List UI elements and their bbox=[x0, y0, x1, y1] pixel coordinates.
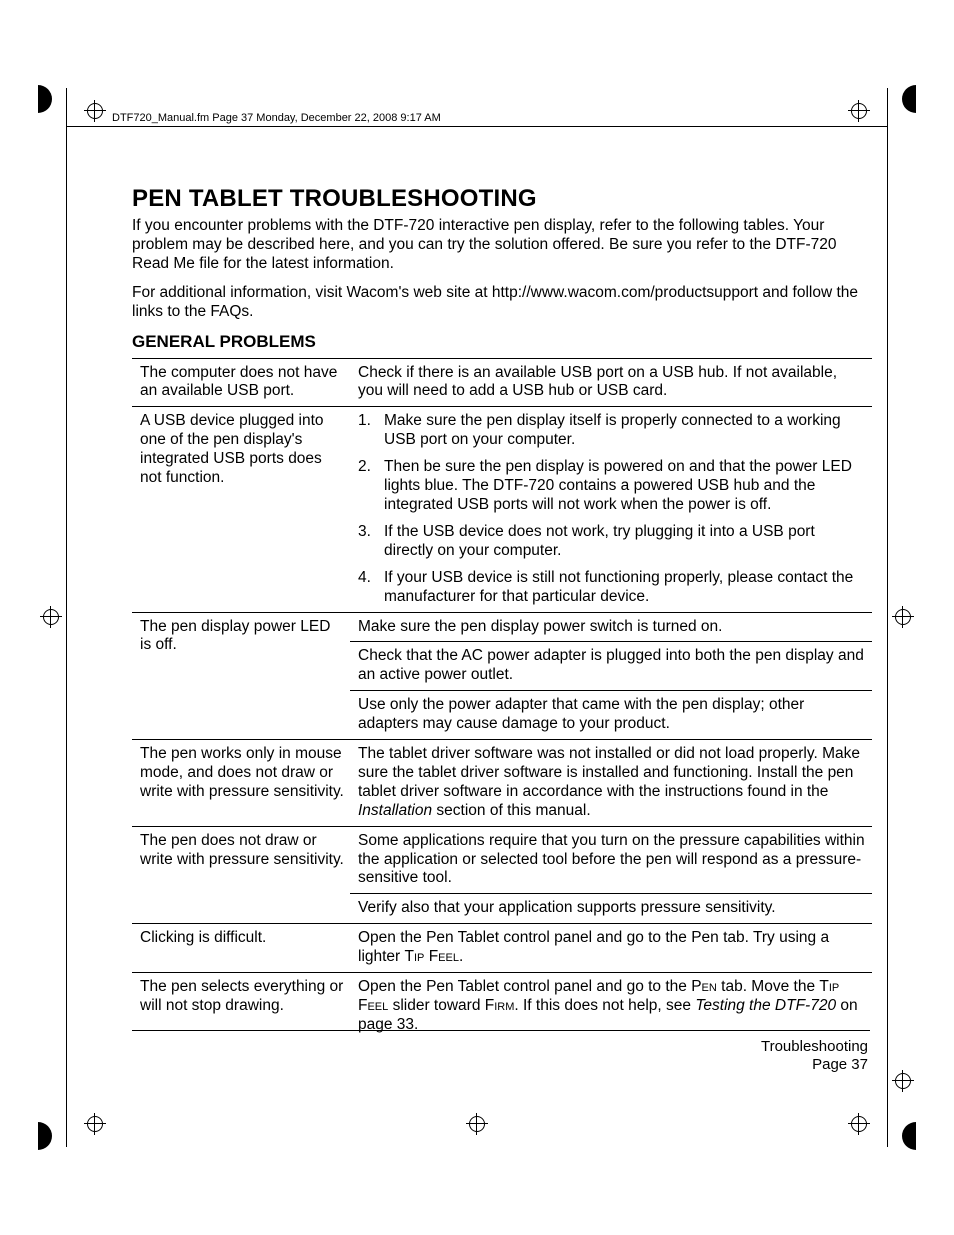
footer-page: Page 37 bbox=[761, 1056, 868, 1075]
registration-mark-icon bbox=[84, 100, 106, 122]
troubleshooting-table: The computer does not have an available … bbox=[132, 358, 872, 1040]
solution-cell: Use only the power adapter that came wit… bbox=[350, 691, 872, 740]
registration-mark-icon bbox=[848, 100, 870, 122]
solution-cell: Check if there is an available USB port … bbox=[350, 358, 872, 407]
table-row: The computer does not have an available … bbox=[132, 358, 872, 407]
table-row: The pen works only in mouse mode, and do… bbox=[132, 740, 872, 827]
page-title: PEN TABLET TROUBLESHOOTING bbox=[132, 185, 872, 213]
page-content: PEN TABLET TROUBLESHOOTING If you encoun… bbox=[132, 185, 872, 1040]
solution-cell: The tablet driver software was not insta… bbox=[350, 740, 872, 827]
running-head: DTF720_Manual.fm Page 37 Monday, Decembe… bbox=[112, 112, 441, 124]
table-row: Clicking is difficult.Open the Pen Table… bbox=[132, 924, 872, 973]
solution-cell: Make sure the pen display power switch i… bbox=[350, 612, 872, 642]
footer-rule bbox=[132, 1030, 870, 1031]
footer-section: Troubleshooting bbox=[761, 1038, 868, 1057]
problem-cell: The pen display power LED is off. bbox=[132, 612, 350, 740]
problem-cell: A USB device plugged into one of the pen… bbox=[132, 407, 350, 612]
table-row: The pen does not draw or write with pres… bbox=[132, 826, 872, 894]
trim-rule-top bbox=[66, 126, 888, 127]
problem-cell: The computer does not have an available … bbox=[132, 358, 350, 407]
step-item: 3.If the USB device does not work, try p… bbox=[358, 523, 866, 561]
trim-rule-left bbox=[66, 88, 67, 1147]
trim-rule-right bbox=[887, 88, 888, 1147]
crop-mark-tl bbox=[38, 85, 52, 113]
crop-mark-br bbox=[902, 1122, 916, 1150]
table-row: The pen display power LED is off.Make su… bbox=[132, 612, 872, 642]
solution-cell: Open the Pen Tablet control panel and go… bbox=[350, 924, 872, 973]
step-item: 4.If your USB device is still not functi… bbox=[358, 569, 866, 607]
solution-cell: 1.Make sure the pen display itself is pr… bbox=[350, 407, 872, 612]
crop-mark-tr bbox=[902, 85, 916, 113]
section-heading: GENERAL PROBLEMS bbox=[132, 332, 872, 352]
intro-paragraph-1: If you encounter problems with the DTF-7… bbox=[132, 217, 872, 274]
registration-mark-icon bbox=[466, 1113, 488, 1135]
solution-cell: Verify also that your application suppor… bbox=[350, 894, 872, 924]
problem-cell: Clicking is difficult. bbox=[132, 924, 350, 973]
problem-cell: The pen works only in mouse mode, and do… bbox=[132, 740, 350, 827]
registration-mark-icon bbox=[892, 606, 914, 628]
problem-cell: The pen does not draw or write with pres… bbox=[132, 826, 350, 924]
registration-mark-icon bbox=[848, 1113, 870, 1135]
table-row: A USB device plugged into one of the pen… bbox=[132, 407, 872, 612]
intro-paragraph-2: For additional information, visit Wacom'… bbox=[132, 284, 872, 322]
step-item: 1.Make sure the pen display itself is pr… bbox=[358, 412, 866, 450]
solution-cell: Check that the AC power adapter is plugg… bbox=[350, 642, 872, 691]
registration-mark-icon bbox=[84, 1113, 106, 1135]
registration-mark-icon bbox=[892, 1070, 914, 1092]
registration-mark-icon bbox=[40, 606, 62, 628]
step-item: 2.Then be sure the pen display is powere… bbox=[358, 458, 866, 515]
crop-mark-bl bbox=[38, 1122, 52, 1150]
page-footer: Troubleshooting Page 37 bbox=[761, 1038, 868, 1076]
solution-cell: Some applications require that you turn … bbox=[350, 826, 872, 894]
